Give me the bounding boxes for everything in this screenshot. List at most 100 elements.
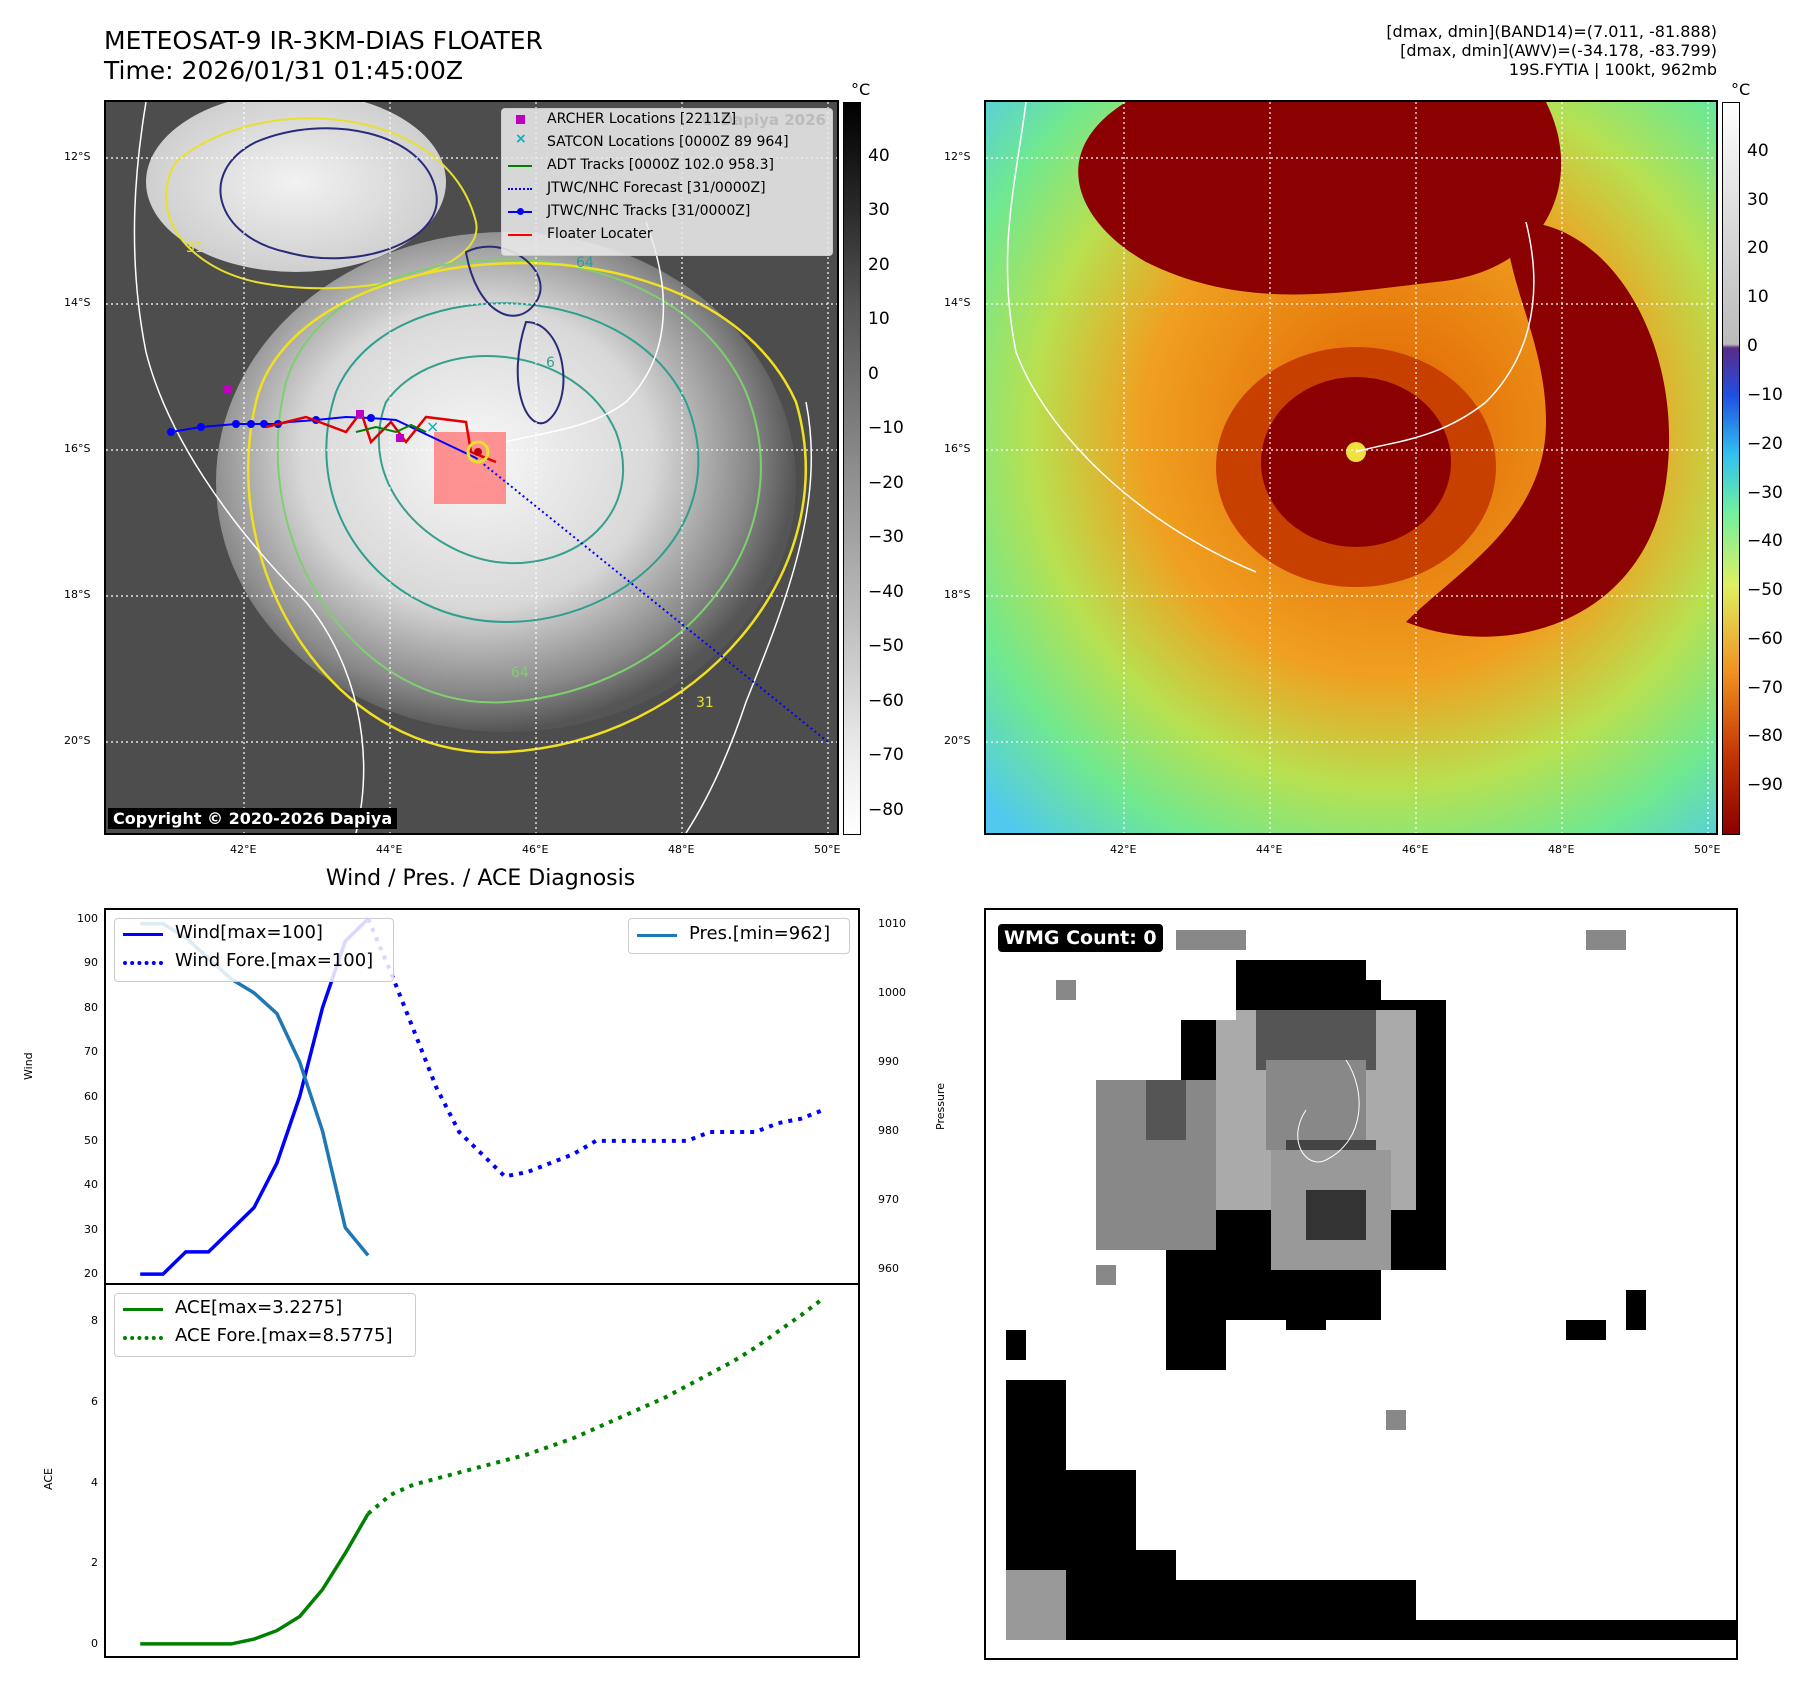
- stats-header: [dmax, dmin](BAND14)=(7.011, -81.888) [d…: [1386, 22, 1717, 79]
- contour-band-dark2: [516, 320, 565, 425]
- cb-left-tick: 10: [868, 309, 890, 329]
- wmg-count-label: WMG Count: 0: [998, 924, 1163, 952]
- lat-label: 14°S: [64, 296, 91, 309]
- ir-map-panel: × 64 31 6 64 31 © Dapiya 2026 ARCHER Loc…: [104, 100, 839, 835]
- contour-north-dark: [219, 127, 438, 260]
- cb-right-tick: 20: [1747, 238, 1769, 258]
- awv-map-panel: [984, 100, 1718, 835]
- contour-outer-green: [276, 258, 762, 704]
- cb-left-tick: −80: [868, 800, 904, 820]
- cb-right-tick: −30: [1747, 483, 1783, 503]
- wind-series-line: [140, 917, 370, 1276]
- storm-info: 19S.FYTIA | 100kt, 962mb: [1508, 60, 1717, 79]
- ace-series-line: [140, 1512, 370, 1646]
- cb-right-tick: −60: [1747, 629, 1783, 649]
- pres-tick-label: 970: [878, 1193, 899, 1207]
- awv-gridlines: [986, 102, 1716, 833]
- pres-tick-label: 960: [878, 1262, 899, 1276]
- lat-label: 20°S: [944, 734, 971, 747]
- lon-label: 42°E: [230, 843, 257, 856]
- cb-left-tick: −50: [868, 636, 904, 656]
- wind-forecast-series-line: [366, 918, 825, 1179]
- wind-legend-line: [123, 933, 163, 936]
- legend-archer-marker: [516, 115, 525, 124]
- contour-label-64b: 64: [511, 665, 529, 681]
- pres-legend-label: Pres.[min=962]: [689, 923, 831, 944]
- pres-tick-label: 1010: [878, 916, 906, 930]
- pres-ylabel: Pressure: [934, 1083, 947, 1130]
- north-cloud: [146, 102, 446, 272]
- chart-title-line1: METEOSAT-9 IR-3KM-DIAS FLOATER: [104, 26, 543, 55]
- ace-tick-label: 6: [91, 1394, 98, 1408]
- ace-forecast-series-line: [366, 1296, 826, 1516]
- watermark: © Dapiya 2026: [700, 111, 826, 129]
- contour-north-yellow: [165, 117, 478, 290]
- cb-right-tick: 30: [1747, 190, 1769, 210]
- cb-right-tick: −50: [1747, 580, 1783, 600]
- legend-satcon: SATCON Locations [0000Z 89 964]: [547, 134, 789, 150]
- archer-point: [223, 385, 231, 393]
- cb-right-tick: −70: [1747, 678, 1783, 698]
- lat-label: 14°S: [944, 296, 971, 309]
- pres-tick-label: 1000: [878, 985, 906, 999]
- cb-left-tick: −40: [868, 582, 904, 602]
- legend-tracks-marker: [517, 208, 524, 215]
- wind-tick-label: 40: [84, 1178, 98, 1192]
- legend-archer: ARCHER Locations [2211Z]: [547, 111, 737, 127]
- contour-inner-teal: [378, 355, 625, 565]
- jtwc-track-points: [167, 414, 375, 436]
- legend-tracks: JTWC/NHC Tracks [31/0000Z]: [547, 203, 751, 219]
- legend-forecast-line: [508, 188, 532, 190]
- wmg-coastline: [1297, 1059, 1360, 1163]
- adt-track: [355, 423, 427, 434]
- diag-title: Wind / Pres. / ACE Diagnosis: [325, 866, 636, 891]
- wind-tick-label: 20: [84, 1267, 98, 1281]
- cb-left-tick: 40: [868, 146, 890, 166]
- cb-left-tick: −30: [868, 527, 904, 547]
- chart-title: METEOSAT-9 IR-3KM-DIAS FLOATER Time: 202…: [104, 26, 543, 86]
- lon-label: 50°E: [1694, 843, 1721, 856]
- lat-label: 18°S: [64, 588, 91, 601]
- pres-tick-label: 980: [878, 1124, 899, 1138]
- awv-range: [dmax, dmin](AWV)=(-34.178, -83.799): [1400, 41, 1717, 60]
- legend-adt-line: [508, 165, 532, 167]
- wmg-panel: WMG Count: 0: [984, 908, 1738, 1660]
- lon-label: 50°E: [814, 843, 841, 856]
- ace-tick-label: 2: [91, 1556, 98, 1570]
- cb-right-tick: 10: [1747, 287, 1769, 307]
- cb-left-tick: 20: [868, 255, 890, 275]
- lat-label: 16°S: [64, 442, 91, 455]
- storm-eye-core: [474, 448, 482, 456]
- lon-label: 44°E: [376, 843, 403, 856]
- wmg-grid: [1006, 930, 1736, 1640]
- cb-right-tick: −90: [1747, 775, 1783, 795]
- lat-label: 16°S: [944, 442, 971, 455]
- ace-legend: ACE[max=3.2275] ACE Fore.[max=8.5775]: [114, 1293, 416, 1357]
- lat-label: 18°S: [944, 588, 971, 601]
- legend-floater: Floater Locater: [547, 226, 653, 242]
- lat-label: 12°S: [64, 150, 91, 163]
- ace-ylabel: ACE: [42, 1468, 55, 1490]
- pres-legend: Pres.[min=962]: [628, 918, 850, 954]
- lon-label: 46°E: [1402, 843, 1429, 856]
- wmg-cells: [1006, 930, 1736, 1640]
- lat-label: 20°S: [64, 734, 91, 747]
- lon-label: 46°E: [522, 843, 549, 856]
- ace-tick-label: 0: [91, 1636, 98, 1650]
- cb-right-tick: 0: [1747, 336, 1758, 356]
- cb-right-tick: −10: [1747, 385, 1783, 405]
- band14-range: [dmax, dmin](BAND14)=(7.011, -81.888): [1386, 22, 1717, 41]
- cb-left-tick: −70: [868, 745, 904, 765]
- contour-label-6: 6: [546, 355, 555, 371]
- wind-tick-label: 80: [84, 1000, 98, 1014]
- wind-fore-legend-line: [123, 961, 163, 965]
- awv-dry-east: [1406, 221, 1670, 637]
- legend-forecast: JTWC/NHC Forecast [31/0000Z]: [547, 180, 766, 196]
- cb-left-tick: 0: [868, 364, 879, 384]
- ace-tick-label: 8: [91, 1314, 98, 1328]
- pres-legend-line: [637, 934, 677, 937]
- contour-outer-yellow: [247, 261, 807, 754]
- cb-left-tick: −10: [868, 418, 904, 438]
- awv-coastline: [1006, 102, 1535, 573]
- ace-fore-legend-line: [123, 1336, 163, 1340]
